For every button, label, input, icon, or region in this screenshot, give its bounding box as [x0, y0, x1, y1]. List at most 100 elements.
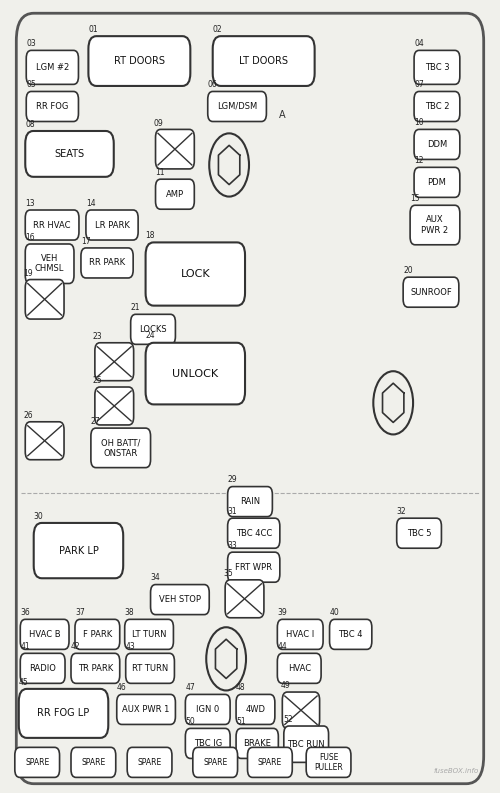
FancyBboxPatch shape [414, 129, 460, 159]
Text: TBC 4CC: TBC 4CC [236, 529, 272, 538]
Text: 46: 46 [116, 683, 126, 692]
FancyBboxPatch shape [26, 280, 64, 319]
Text: 25: 25 [93, 377, 102, 385]
FancyBboxPatch shape [19, 689, 108, 737]
Text: 49: 49 [280, 681, 290, 691]
Text: 34: 34 [150, 573, 160, 582]
Text: 24: 24 [146, 331, 155, 340]
FancyBboxPatch shape [156, 179, 194, 209]
Text: LT TURN: LT TURN [132, 630, 166, 639]
FancyBboxPatch shape [236, 729, 279, 758]
Text: UNLOCK: UNLOCK [172, 369, 218, 378]
Text: 41: 41 [20, 642, 30, 651]
Text: TR PARK: TR PARK [78, 664, 113, 672]
Text: 36: 36 [20, 608, 30, 617]
Text: 43: 43 [126, 642, 136, 651]
Text: 02: 02 [212, 25, 222, 34]
Text: 12: 12 [414, 156, 424, 165]
Text: 30: 30 [34, 511, 43, 520]
FancyBboxPatch shape [410, 205, 460, 245]
Text: 13: 13 [26, 198, 35, 208]
Text: RR FOG: RR FOG [36, 102, 68, 111]
FancyBboxPatch shape [75, 619, 120, 649]
FancyBboxPatch shape [130, 314, 176, 344]
Text: 40: 40 [330, 608, 340, 617]
FancyBboxPatch shape [146, 243, 245, 305]
Text: SPARE: SPARE [81, 758, 106, 767]
FancyBboxPatch shape [81, 248, 133, 278]
FancyBboxPatch shape [126, 653, 174, 684]
Text: SPARE: SPARE [203, 758, 228, 767]
Text: 14: 14 [86, 198, 96, 208]
FancyBboxPatch shape [124, 619, 174, 649]
FancyBboxPatch shape [71, 747, 116, 777]
FancyBboxPatch shape [284, 726, 329, 762]
Text: PARK LP: PARK LP [58, 546, 98, 556]
Text: AUX
PWR 2: AUX PWR 2 [422, 216, 448, 235]
Text: 26: 26 [24, 412, 33, 420]
FancyBboxPatch shape [26, 210, 79, 240]
Text: 10: 10 [414, 118, 424, 127]
FancyBboxPatch shape [95, 343, 134, 381]
Text: FUSE
PULLER: FUSE PULLER [314, 753, 343, 772]
FancyBboxPatch shape [26, 91, 78, 121]
Text: HVAC: HVAC [288, 664, 311, 672]
Text: RR PARK: RR PARK [89, 259, 125, 267]
Text: LOCK: LOCK [180, 269, 210, 279]
Text: TBC 3: TBC 3 [424, 63, 450, 72]
Text: 03: 03 [26, 39, 36, 48]
Text: RR HVAC: RR HVAC [34, 220, 71, 229]
FancyBboxPatch shape [414, 91, 460, 121]
Text: 47: 47 [186, 683, 195, 692]
FancyBboxPatch shape [403, 278, 459, 307]
FancyBboxPatch shape [186, 729, 230, 758]
Text: 11: 11 [156, 168, 165, 177]
FancyBboxPatch shape [228, 518, 280, 548]
FancyBboxPatch shape [88, 36, 190, 86]
Text: LT DOORS: LT DOORS [239, 56, 288, 66]
Text: 32: 32 [396, 507, 406, 515]
Text: SUNROOF: SUNROOF [410, 288, 452, 297]
FancyBboxPatch shape [330, 619, 372, 649]
Text: 16: 16 [26, 232, 35, 242]
FancyBboxPatch shape [150, 584, 209, 615]
Text: VEH
CHMSL: VEH CHMSL [35, 254, 64, 274]
FancyBboxPatch shape [306, 747, 351, 777]
Text: RAIN: RAIN [240, 497, 260, 506]
Text: AMP: AMP [166, 190, 184, 199]
FancyBboxPatch shape [91, 428, 150, 468]
Text: TBC 4: TBC 4 [338, 630, 363, 639]
Text: 52: 52 [284, 714, 294, 724]
Text: LOCKS: LOCKS [139, 325, 167, 334]
Text: 17: 17 [81, 236, 90, 246]
Text: 48: 48 [236, 683, 246, 692]
Text: F PARK: F PARK [82, 630, 112, 639]
Text: BRAKE: BRAKE [244, 739, 271, 748]
Text: fuseBOX.info: fuseBOX.info [434, 768, 478, 774]
Text: HVAC B: HVAC B [29, 630, 60, 639]
FancyBboxPatch shape [282, 692, 320, 729]
FancyBboxPatch shape [95, 387, 134, 425]
FancyBboxPatch shape [228, 487, 272, 516]
Text: 18: 18 [146, 231, 155, 240]
Text: SPARE: SPARE [138, 758, 162, 767]
Text: DDM: DDM [427, 140, 447, 149]
Text: 07: 07 [414, 80, 424, 89]
FancyBboxPatch shape [26, 51, 78, 84]
Text: 08: 08 [26, 120, 35, 128]
Text: 09: 09 [154, 119, 164, 128]
FancyBboxPatch shape [396, 518, 442, 548]
Text: PDM: PDM [428, 178, 446, 187]
FancyBboxPatch shape [15, 747, 60, 777]
Text: 38: 38 [124, 608, 134, 617]
Text: TBC IG: TBC IG [194, 739, 222, 748]
Text: 20: 20 [403, 266, 413, 275]
Text: LGM/DSM: LGM/DSM [217, 102, 257, 111]
FancyBboxPatch shape [146, 343, 245, 404]
FancyBboxPatch shape [156, 129, 194, 169]
FancyBboxPatch shape [20, 653, 65, 684]
Text: 29: 29 [228, 475, 237, 485]
Text: LR PARK: LR PARK [94, 220, 130, 229]
Text: OH BATT/
ONSTAR: OH BATT/ ONSTAR [101, 439, 140, 458]
FancyBboxPatch shape [228, 552, 280, 582]
